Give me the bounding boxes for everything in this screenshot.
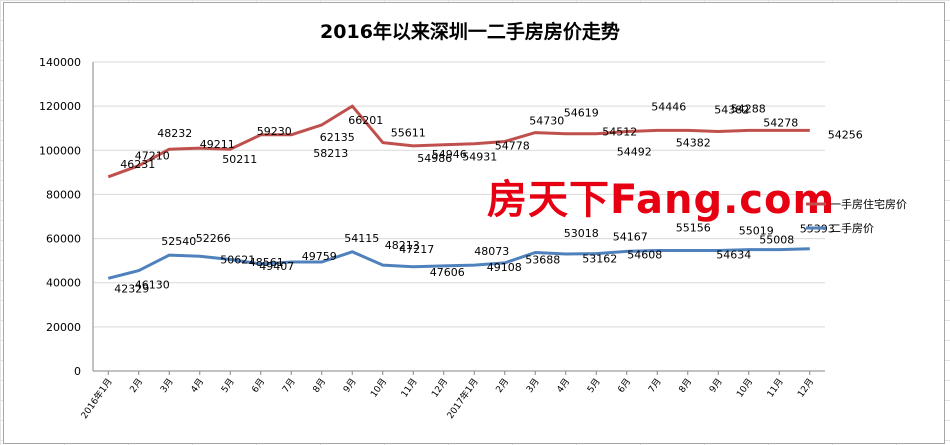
x-tick-label: 3月 <box>158 376 175 394</box>
data-label: 54278 <box>763 116 798 129</box>
y-tick-label: 120000 <box>39 100 81 113</box>
data-label: 50621 <box>220 254 255 267</box>
data-label: 54382 <box>676 136 711 149</box>
data-label: 48073 <box>474 245 509 258</box>
data-label: 53162 <box>582 253 617 266</box>
data-label: 54167 <box>613 230 648 243</box>
data-label: 59230 <box>257 125 292 138</box>
y-tick-label: 100000 <box>39 144 81 157</box>
y-tick-label: 80000 <box>46 188 81 201</box>
x-tick-label: 7月 <box>646 376 663 394</box>
data-label: 49759 <box>302 250 337 263</box>
x-tick-label: 3月 <box>524 376 541 394</box>
data-label: 49407 <box>259 260 294 273</box>
data-label: 52266 <box>196 232 231 245</box>
x-tick-label: 11月 <box>399 376 420 399</box>
data-label: 53018 <box>564 227 599 240</box>
data-label: 54946 <box>432 148 467 161</box>
data-label: 55019 <box>739 225 774 238</box>
data-label: 46130 <box>135 279 170 292</box>
data-label: 54986 <box>417 152 452 165</box>
fang-watermark-logo: 房天下Fang.com <box>487 177 835 223</box>
y-axis: 0 20000 40000 60000 80000 100000 120000 140000 <box>39 56 94 378</box>
x-tick-label: 11月 <box>765 376 786 399</box>
legend-label: 二手房价 <box>830 221 874 235</box>
data-label: 54446 <box>651 100 686 113</box>
data-label: 66201 <box>348 114 383 127</box>
data-label: 54288 <box>731 102 766 115</box>
data-label: 54634 <box>716 248 751 261</box>
data-label: 54115 <box>344 232 379 245</box>
y-tick-label: 20000 <box>46 321 81 334</box>
data-label: 58213 <box>313 147 348 160</box>
data-label: 52540 <box>161 235 196 248</box>
x-tick-label: 5月 <box>585 376 602 394</box>
data-label: 42329 <box>114 282 149 295</box>
data-label: 48213 <box>385 239 420 252</box>
series-line <box>107 247 810 280</box>
x-tick-label: 9月 <box>341 376 358 394</box>
series-layer <box>107 104 810 280</box>
data-label: 54730 <box>529 115 564 128</box>
data-label: 48561 <box>249 256 284 269</box>
y-tick-label: 140000 <box>39 56 81 69</box>
data-label: 54256 <box>828 128 863 141</box>
data-label: 48232 <box>157 127 192 140</box>
data-label: 54492 <box>617 146 652 159</box>
x-tick-label: 6月 <box>616 376 633 394</box>
data-label: 54382 <box>714 104 749 117</box>
x-tick-label: 12月 <box>429 376 450 399</box>
x-tick-label: 8月 <box>677 376 694 394</box>
chart-title: 2016年以来深圳一二手房房价走势 <box>320 20 620 43</box>
data-label: 50211 <box>222 153 257 166</box>
series-line <box>107 104 810 179</box>
x-tick-label: 2月 <box>494 376 511 394</box>
x-tick-label: 10月 <box>734 376 755 399</box>
x-tick-label: 5月 <box>219 376 236 394</box>
data-label: 53688 <box>525 253 560 266</box>
y-tick-label: 0 <box>74 365 81 378</box>
data-label: 54608 <box>627 248 662 261</box>
data-label: 54778 <box>495 139 530 152</box>
x-tick-label: 9月 <box>707 376 724 394</box>
data-label: 55156 <box>676 221 711 234</box>
x-tick-label: 7月 <box>280 376 297 394</box>
x-tick-label: 2016年1月 <box>78 376 115 421</box>
y-tick-label: 40000 <box>46 277 81 290</box>
x-tick-label: 4月 <box>555 376 572 394</box>
data-label: 49211 <box>200 138 235 151</box>
x-tick-label: 12月 <box>795 376 816 399</box>
data-label: 47217 <box>399 243 434 256</box>
x-tick-label: 6月 <box>250 376 267 394</box>
chart-area[interactable] <box>3 2 945 444</box>
y-tick-label: 60000 <box>46 233 81 246</box>
data-label: 49108 <box>487 261 522 274</box>
data-label: 54619 <box>564 107 599 120</box>
data-label: 54512 <box>602 126 637 139</box>
x-tick-label: 10月 <box>368 376 389 399</box>
data-label: 55611 <box>391 127 426 140</box>
data-label: 62135 <box>320 131 355 144</box>
x-tick-label: 4月 <box>189 376 206 394</box>
data-label: 46231 <box>120 158 155 171</box>
legend-label: 一手房住宅房价 <box>830 197 907 211</box>
x-tick-label: 2月 <box>128 376 145 394</box>
x-tick-label: 8月 <box>311 376 328 394</box>
data-label: 47210 <box>135 150 170 163</box>
data-label: 54931 <box>462 151 497 164</box>
data-label: 55008 <box>759 234 794 247</box>
data-label: 47606 <box>430 266 465 279</box>
